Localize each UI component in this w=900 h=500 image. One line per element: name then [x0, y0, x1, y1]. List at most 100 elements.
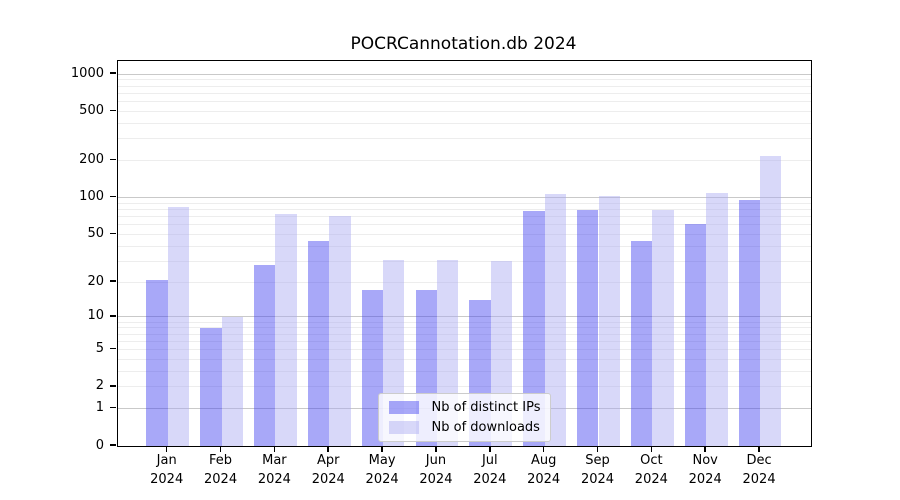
y-axis-tick-0: [110, 444, 116, 446]
x-axis-label-jul-2024: Jul 2024: [473, 453, 507, 487]
y-axis-tick-10: [110, 315, 116, 317]
gridline-minor-200: [118, 160, 811, 162]
y-axis-label-10: 10: [87, 308, 104, 324]
x-axis-label-mar-2024: Mar 2024: [257, 453, 291, 487]
x-axis-label-jan-2024: Jan 2024: [150, 453, 184, 487]
x-axis-label-may-2024: May 2024: [365, 453, 399, 487]
bar-nb-of-downloads-nov-2024: [706, 192, 728, 446]
y-axis-tick-5: [110, 347, 116, 350]
gridline-minor-80: [118, 209, 811, 211]
x-axis-label-jun-2024: Jun 2024: [419, 453, 453, 487]
x-axis-tick-apr-2024: [327, 446, 330, 452]
x-axis-label-aug-2024: Aug 2024: [527, 453, 561, 487]
gridline-minor-90: [118, 202, 811, 204]
x-axis-tick-feb-2024: [219, 446, 222, 452]
gridline-minor-20: [118, 281, 811, 283]
gridline-minor-400: [118, 122, 811, 124]
bar-nb-of-distinct-ips-nov-2024: [684, 223, 707, 446]
y-axis-label-200: 200: [79, 152, 104, 168]
y-axis-label-5: 5: [95, 341, 104, 357]
legend-item-1: Nb of downloads: [388, 420, 541, 435]
x-axis-label-oct-2024: Oct 2024: [634, 453, 668, 487]
x-axis-tick-mar-2024: [273, 446, 276, 452]
gridline-minor-500: [118, 111, 811, 112]
bar-nb-of-downloads-sep-2024: [598, 196, 620, 446]
bar-nb-of-distinct-ips-apr-2024: [307, 241, 330, 446]
y-axis-label-1000: 1000: [70, 65, 104, 81]
x-axis-label-dec-2024: Dec 2024: [742, 453, 776, 487]
y-axis-label-0: 0: [95, 437, 104, 453]
gridline-minor-60: [118, 224, 811, 226]
gridline-minor-800: [118, 85, 811, 87]
bar-nb-of-downloads-jan-2024: [167, 206, 190, 446]
y-axis-tick-2: [110, 385, 116, 387]
y-axis-tick-200: [110, 158, 116, 161]
x-axis-tick-nov-2024: [704, 446, 706, 452]
x-axis-tick-jul-2024: [489, 446, 491, 452]
gridline-minor-900: [118, 79, 811, 81]
x-axis-tick-jan-2024: [165, 446, 168, 452]
y-axis-tick-500: [110, 109, 116, 112]
bar-nb-of-distinct-ips-aug-2024: [523, 210, 545, 446]
y-axis-tick-1000: [110, 72, 116, 75]
y-axis-tick-1: [110, 406, 116, 409]
x-axis-label-sep-2024: Sep 2024: [580, 453, 615, 487]
y-axis-tick-50: [110, 232, 116, 235]
x-axis-label-feb-2024: Feb 2024: [204, 453, 238, 487]
legend-item-0: Nb of distinct IPs: [388, 400, 541, 415]
y-axis-tick-100: [110, 195, 116, 198]
x-axis-tick-oct-2024: [650, 446, 653, 452]
gridline-major-100: [118, 197, 811, 199]
gridline-minor-8: [118, 327, 811, 329]
legend-label-nb-of-downloads: Nb of downloads: [431, 420, 540, 435]
gridline-minor-30: [118, 260, 811, 262]
bar-nb-of-downloads-apr-2024: [329, 215, 351, 446]
y-axis-label-2: 2: [95, 378, 104, 394]
plot-area: Nb of distinct IPs Nb of downloads: [117, 60, 812, 447]
bar-nb-of-downloads-aug-2024: [544, 194, 567, 446]
gridline-minor-300: [118, 138, 811, 140]
gridline-major-1000: [118, 73, 811, 75]
legend: Nb of distinct IPs Nb of downloads: [377, 393, 552, 442]
bar-nb-of-downloads-mar-2024: [275, 213, 297, 446]
y-axis-label-1: 1: [95, 400, 104, 416]
bar-nb-of-downloads-oct-2024: [652, 209, 674, 446]
gridline-minor-5: [118, 349, 811, 351]
gridline-minor-40: [118, 245, 811, 247]
gridline-minor-3: [118, 370, 811, 372]
gridline-minor-4: [118, 358, 811, 360]
x-axis-label-nov-2024: Nov 2024: [688, 453, 722, 487]
gridline-minor-600: [118, 101, 811, 103]
gridline-minor-700: [118, 92, 811, 94]
legend-swatch-nb-of-downloads: [388, 421, 419, 434]
chart-title: POCRCannotation.db 2024: [350, 34, 577, 54]
gridline-major-10: [118, 316, 811, 318]
x-axis-tick-dec-2024: [758, 446, 760, 452]
y-axis-label-500: 500: [79, 103, 104, 118]
x-axis-tick-jun-2024: [435, 446, 437, 452]
y-axis-tick-20: [110, 280, 116, 282]
bar-nb-of-downloads-feb-2024: [221, 316, 243, 446]
y-axis-label-50: 50: [87, 225, 104, 241]
gridline-minor-9: [118, 321, 811, 323]
gridline-minor-7: [118, 333, 811, 335]
x-axis-tick-sep-2024: [596, 446, 599, 452]
gridline-minor-50: [118, 233, 811, 235]
bar-nb-of-distinct-ips-oct-2024: [630, 241, 653, 446]
x-axis-label-apr-2024: Apr 2024: [311, 453, 345, 487]
gridline-minor-6: [118, 340, 811, 342]
gridline-minor-2: [118, 386, 811, 388]
bar-nb-of-distinct-ips-dec-2024: [738, 199, 761, 446]
legend-swatch-nb-of-distinct-ips: [388, 401, 419, 414]
y-axis-label-20: 20: [87, 273, 104, 289]
legend-label-nb-of-distinct-ips: Nb of distinct IPs: [431, 400, 541, 415]
y-axis-label-100: 100: [79, 189, 104, 205]
bar-nb-of-downloads-dec-2024: [760, 156, 782, 446]
bar-nb-of-distinct-ips-sep-2024: [577, 209, 599, 446]
bar-nb-of-distinct-ips-jan-2024: [146, 279, 168, 446]
bar-nb-of-distinct-ips-feb-2024: [200, 327, 222, 446]
x-axis-tick-may-2024: [381, 446, 383, 452]
x-axis-tick-aug-2024: [542, 446, 545, 452]
bar-nb-of-distinct-ips-mar-2024: [254, 264, 276, 446]
